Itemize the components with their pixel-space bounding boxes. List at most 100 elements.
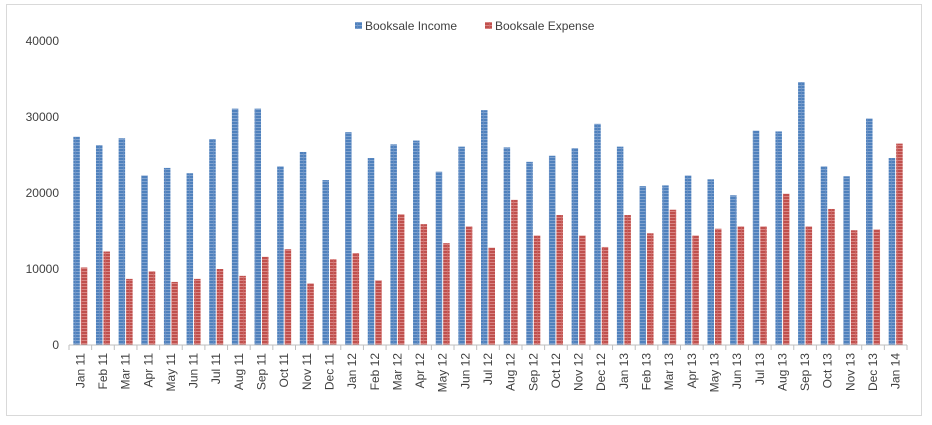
expense-bar — [307, 283, 314, 345]
income-bar — [571, 148, 579, 345]
x-tick-label: Nov 13 — [843, 353, 857, 391]
expense-bar — [579, 235, 586, 345]
legend-label-expense: Booksale Expense — [495, 19, 595, 33]
income-bar — [616, 146, 624, 345]
expense-bar — [443, 243, 450, 345]
income-bar — [594, 123, 601, 345]
x-tick-label: Nov 11 — [300, 353, 314, 390]
income-bar — [752, 130, 760, 345]
x-tick-label: Jan 11 — [73, 353, 87, 388]
income-bar — [231, 108, 239, 345]
x-tick-label: Apr 11 — [141, 353, 155, 388]
income-bar — [707, 179, 714, 345]
y-tick-label: 10000 — [26, 262, 60, 276]
income-bar — [435, 171, 443, 345]
x-tick-label: Jun 11 — [187, 353, 201, 388]
x-tick-label: Dec 11 — [322, 353, 336, 390]
expense-bar — [647, 233, 654, 345]
x-tick-label: Aug 11 — [232, 353, 246, 390]
x-tick-label: May 13 — [707, 353, 721, 393]
income-bar — [684, 175, 692, 345]
expense-bar — [465, 226, 473, 345]
expense-bar — [80, 267, 88, 345]
expense-bar — [194, 278, 201, 345]
income-bar — [798, 82, 805, 345]
expense-bar — [782, 193, 790, 345]
expense-bar — [805, 226, 813, 345]
y-tick-label: 40000 — [26, 34, 60, 48]
y-tick-label: 30000 — [26, 110, 60, 124]
income-bar — [277, 166, 284, 345]
y-axis: 0 10000 20000 30000 40000 — [26, 34, 60, 352]
expense-bar — [375, 280, 382, 345]
x-tick-label: Apr 13 — [685, 353, 699, 389]
expense-bar — [624, 215, 631, 345]
income-bar — [458, 146, 465, 345]
expense-bar — [103, 251, 110, 345]
x-tick-label: Dec 12 — [594, 353, 608, 391]
income-bar — [345, 132, 352, 345]
expense-bar — [171, 281, 178, 345]
income-bar — [820, 166, 828, 345]
x-tick-label: May 11 — [164, 353, 178, 392]
expense-bar — [216, 269, 224, 345]
income-bar — [639, 186, 647, 345]
expense-bar — [533, 235, 541, 345]
x-tick-label: Jan 14 — [889, 353, 903, 389]
x-tick-label: Aug 12 — [504, 353, 518, 391]
x-tick-label: Mar 12 — [390, 353, 404, 391]
legend-swatch-expense — [485, 22, 492, 29]
income-bar — [254, 108, 262, 345]
x-tick-label: Oct 12 — [549, 353, 563, 389]
expense-bar — [737, 226, 745, 345]
x-tick-label: Sep 11 — [255, 353, 269, 390]
income-bar — [662, 185, 669, 345]
income-bar — [95, 145, 103, 345]
income-bar — [888, 158, 896, 345]
income-bar — [481, 110, 488, 345]
x-tick-label: Dec 13 — [866, 353, 880, 391]
x-tick-label: Aug 13 — [775, 353, 789, 391]
x-tick-label: Nov 12 — [572, 353, 586, 391]
x-tick-label: Sep 13 — [798, 353, 812, 391]
x-tick-label: Apr 12 — [413, 353, 427, 389]
x-tick-label: Jul 11 — [209, 353, 223, 384]
expense-bar — [148, 271, 156, 345]
income-bar — [118, 138, 126, 345]
income-bar — [843, 176, 850, 345]
expense-bar — [828, 208, 835, 345]
income-bar — [322, 180, 329, 345]
expense-bar — [488, 247, 495, 345]
expense-bar — [714, 228, 722, 345]
legend-label-income: Booksale Income — [365, 19, 457, 33]
expense-bar — [329, 259, 337, 345]
x-tick-label: May 12 — [436, 353, 450, 393]
expense-bar — [873, 229, 881, 345]
income-bar — [186, 173, 194, 345]
chart-frame: Booksale Income Booksale Expense 0 10000 20… — [6, 4, 922, 416]
x-tick-label: Jun 13 — [730, 353, 744, 389]
legend: Booksale Income Booksale Expense — [355, 19, 595, 33]
income-bar — [730, 195, 737, 345]
expense-bar — [896, 143, 903, 345]
x-tick-label: Jul 13 — [753, 353, 767, 385]
income-bar — [526, 161, 533, 345]
x-tick-label: Mar 11 — [119, 353, 133, 390]
expense-bar — [850, 230, 858, 345]
income-bar — [367, 158, 375, 345]
income-bar — [413, 140, 420, 345]
income-bar — [141, 175, 148, 345]
x-tick-label: Oct 11 — [277, 353, 291, 388]
expense-bar — [397, 214, 405, 345]
x-tick-label: Jan 13 — [617, 353, 631, 389]
x-axis: Jan 11 Feb 11 Mar 11 Apr 11 May 11 Jun 11 Jul … — [68, 344, 908, 393]
income-bar — [503, 147, 511, 345]
x-tick-label: Mar 13 — [662, 353, 676, 391]
x-tick-label: Feb 13 — [640, 353, 654, 391]
x-tick-label: Jul 12 — [481, 353, 495, 385]
expense-bar — [420, 224, 428, 345]
x-tick-label: Sep 12 — [526, 353, 540, 391]
income-bar — [775, 131, 782, 345]
income-bar — [163, 167, 171, 345]
income-bar — [866, 118, 873, 346]
